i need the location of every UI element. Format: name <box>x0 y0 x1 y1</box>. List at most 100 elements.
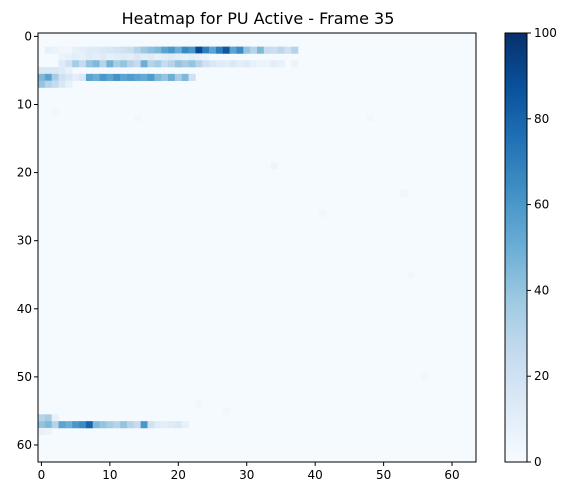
heatmap-cell <box>44 67 52 75</box>
heatmap-cell <box>58 53 66 61</box>
heatmap-cell <box>147 46 155 54</box>
heatmap-cell <box>92 73 100 81</box>
heatmap-cell <box>51 73 59 81</box>
heatmap-cell <box>126 421 135 429</box>
heatmap-cell <box>65 53 73 61</box>
heatmap-cell <box>168 60 176 68</box>
heatmap-cell <box>250 60 258 68</box>
heatmap-cell <box>106 73 114 81</box>
heatmap-cell <box>65 46 73 54</box>
heatmap-cell <box>65 421 73 429</box>
heatmap-cell <box>147 421 155 429</box>
heatmap-cell <box>209 46 217 54</box>
heatmap-cell <box>222 60 230 68</box>
heatmap-cell <box>92 53 100 61</box>
heatmap-cell <box>263 60 271 68</box>
heatmap-cell <box>277 60 285 68</box>
heatmap-cell <box>195 400 203 408</box>
heatmap-cell <box>215 60 224 68</box>
heatmap-cell <box>161 60 169 68</box>
heatmap-cell <box>236 60 244 68</box>
heatmap-cell <box>79 60 87 68</box>
heatmap-cell <box>188 46 196 54</box>
heatmap-cell <box>126 73 135 81</box>
heatmap-cell <box>154 60 162 68</box>
heatmap-background <box>38 33 476 462</box>
heatmap-cell <box>106 60 114 68</box>
heatmap-cell <box>174 421 183 429</box>
heatmap-cell <box>154 421 162 429</box>
heatmap-cell <box>400 189 408 197</box>
heatmap-cell <box>243 46 251 54</box>
heatmap-cell <box>51 80 59 88</box>
x-tick-label: 0 <box>38 468 46 482</box>
colorbar <box>504 32 528 463</box>
colorbar-tick-label: 100 <box>534 26 557 40</box>
heatmap-cell <box>44 46 52 54</box>
heatmap-cell <box>202 53 210 61</box>
colorbar-tick-label: 20 <box>534 369 549 383</box>
heatmap-cell <box>133 60 141 68</box>
y-tick-label: 10 <box>17 98 32 112</box>
heatmap-cell <box>181 60 189 68</box>
heatmap-cell <box>85 46 94 54</box>
heatmap-cell <box>51 414 59 422</box>
heatmap-cell <box>140 421 148 429</box>
heatmap-cell <box>229 60 237 68</box>
y-tick-label: 60 <box>17 438 32 452</box>
heatmap-cell <box>65 80 73 88</box>
heatmap-cell <box>291 46 299 54</box>
heatmap-cell <box>51 107 59 116</box>
heatmap-cell <box>133 53 141 61</box>
heatmap-cell <box>38 427 46 436</box>
heatmap-cell <box>113 46 121 54</box>
heatmap-cell <box>195 53 203 61</box>
plot-frame <box>37 32 477 463</box>
heatmap-cell <box>113 73 121 81</box>
heatmap-cell <box>99 46 107 54</box>
heatmap-cell <box>168 46 176 54</box>
heatmap-cell <box>270 60 278 68</box>
heatmap-cell <box>65 67 73 75</box>
heatmap-cell <box>236 46 244 54</box>
heatmap-cell <box>188 53 196 61</box>
heatmap-cell <box>154 53 162 61</box>
heatmap-cell <box>92 46 100 54</box>
heatmap-cell <box>99 53 107 61</box>
heatmap-cell <box>79 421 87 429</box>
heatmap-cell <box>366 114 374 122</box>
colorbar-tick-label: 80 <box>534 112 549 126</box>
heatmap-cell <box>92 421 100 429</box>
heatmap-cell <box>58 67 66 75</box>
heatmap-cell <box>120 60 128 68</box>
heatmap-cell <box>318 210 326 218</box>
heatmap-cell <box>257 46 265 54</box>
heatmap-cell <box>58 60 66 68</box>
heatmap-cell <box>161 53 169 61</box>
heatmap-cell <box>270 46 278 54</box>
heatmap-cell <box>154 73 162 81</box>
heatmap-cell <box>99 421 107 429</box>
heatmap-cell <box>222 46 230 54</box>
heatmap-cell <box>174 53 183 61</box>
heatmap-cell <box>270 162 278 170</box>
heatmap-cell <box>44 421 52 429</box>
heatmap-cell <box>133 114 141 122</box>
heatmap-cell <box>140 60 148 68</box>
heatmap-cell <box>407 271 415 279</box>
heatmap-cell <box>202 60 210 68</box>
heatmap-cell <box>113 60 121 68</box>
heatmap-cell <box>147 53 155 61</box>
heatmap-cell <box>106 53 114 61</box>
colorbar-tick-label: 0 <box>534 455 542 469</box>
heatmap-cell <box>181 46 189 54</box>
heatmap-cell <box>126 53 135 61</box>
heatmap-cell <box>38 414 46 422</box>
heatmap-cell <box>72 46 80 54</box>
heatmap-cell <box>126 46 135 54</box>
colorbar-axis: 0 20 40 60 80 100 <box>527 26 557 469</box>
heatmap-cell <box>106 421 114 429</box>
heatmap-cell <box>99 73 107 81</box>
x-tick-label: 30 <box>239 468 254 482</box>
